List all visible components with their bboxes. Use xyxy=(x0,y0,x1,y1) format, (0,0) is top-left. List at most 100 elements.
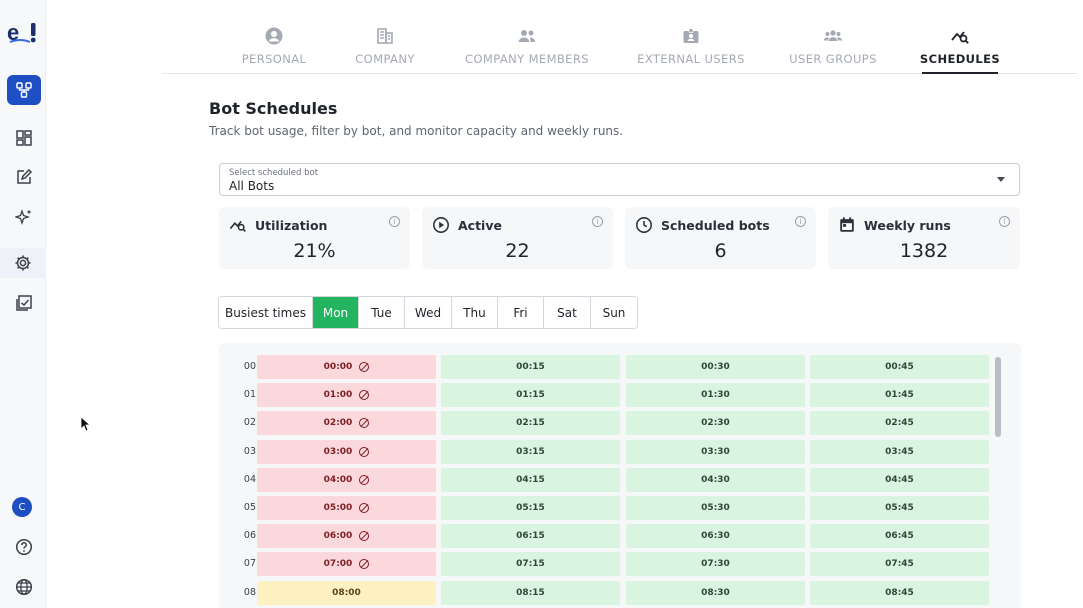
tab-external-users[interactable]: EXTERNAL USERS xyxy=(636,26,746,74)
time-slot[interactable]: 06:00 xyxy=(257,524,436,549)
stat-label: Scheduled bots xyxy=(661,218,770,233)
flow-icon xyxy=(16,82,32,98)
time-slot[interactable]: 07:45 xyxy=(810,552,989,577)
day-button-busiest[interactable]: Busiest times xyxy=(219,297,313,328)
report-icon xyxy=(16,295,32,311)
time-slot[interactable]: 05:15 xyxy=(441,496,620,520)
stat-card-weekly-runs: Weekly runs i 1382 xyxy=(828,207,1020,269)
time-slot[interactable]: 04:00 xyxy=(257,467,436,492)
time-slot-label: 06:15 xyxy=(516,531,545,542)
calendar-icon xyxy=(840,217,854,232)
schedule-grid: 00 00:00 00:15 00:30 00:45 01 01:00 01:15 01:30 0… xyxy=(219,343,1021,608)
info-icon[interactable]: i xyxy=(389,216,400,227)
play-circle-icon xyxy=(433,217,449,233)
time-slot[interactable]: 01:15 xyxy=(441,383,620,408)
time-slot[interactable]: 08:45 xyxy=(810,580,989,605)
time-slot[interactable]: 01:45 xyxy=(810,383,989,408)
tab-company[interactable]: COMPANY xyxy=(354,26,416,74)
tab-company-members[interactable]: COMPANY MEMBERS xyxy=(462,26,592,74)
help-button[interactable] xyxy=(7,532,41,562)
info-icon[interactable]: i xyxy=(999,216,1010,227)
time-slot[interactable]: 01:30 xyxy=(626,383,805,408)
grid-scrollbar[interactable] xyxy=(995,355,1001,608)
chart-search-icon xyxy=(229,220,246,233)
time-slot-label: 06:30 xyxy=(701,531,730,542)
stat-value: 21% xyxy=(293,240,336,262)
blocked-icon xyxy=(359,446,370,457)
day-filter: Busiest times Mon Tue Wed Thu Fri Sat Su… xyxy=(218,296,638,329)
time-slot[interactable]: 00:45 xyxy=(810,355,989,379)
time-slot[interactable]: 06:45 xyxy=(810,524,989,549)
time-slot[interactable]: 03:15 xyxy=(441,439,620,464)
time-slot[interactable]: 03:30 xyxy=(626,439,805,464)
time-slot[interactable]: 00:00 xyxy=(257,355,436,379)
time-slot[interactable]: 07:30 xyxy=(626,552,805,577)
time-slot-label: 03:45 xyxy=(885,446,914,457)
time-slot[interactable]: 02:00 xyxy=(257,411,436,436)
day-button-sun[interactable]: Sun xyxy=(591,297,637,328)
day-button-thu[interactable]: Thu xyxy=(452,297,498,328)
time-slot[interactable]: 05:45 xyxy=(810,496,989,520)
app-logo[interactable]: e xyxy=(6,20,40,46)
time-slot[interactable]: 02:45 xyxy=(810,411,989,436)
tab-personal[interactable]: PERSONAL xyxy=(241,26,307,74)
time-slot[interactable]: 00:30 xyxy=(626,355,805,379)
time-slot[interactable]: 08:15 xyxy=(441,580,620,605)
avatar[interactable]: C xyxy=(12,497,32,517)
blocked-icon xyxy=(359,503,370,513)
day-button-tue[interactable]: Tue xyxy=(359,297,405,328)
day-button-sat[interactable]: Sat xyxy=(544,297,591,328)
time-slot-label: 06:45 xyxy=(885,531,914,542)
time-slot[interactable]: 02:15 xyxy=(441,411,620,436)
time-slot-label: 01:15 xyxy=(516,390,545,401)
day-button-wed[interactable]: Wed xyxy=(405,297,452,328)
time-slot[interactable]: 02:30 xyxy=(626,411,805,436)
time-slot[interactable]: 01:00 xyxy=(257,383,436,408)
schedule-row: 06 06:00 06:15 06:30 06:45 xyxy=(219,524,999,549)
time-slot[interactable]: 07:15 xyxy=(441,552,620,577)
stat-value: 22 xyxy=(505,240,530,262)
time-slot-label: 08:00 xyxy=(332,587,361,598)
globe-icon xyxy=(15,578,33,596)
help-icon xyxy=(15,538,33,556)
sidebar-item-editor[interactable] xyxy=(7,162,41,192)
sidebar-item-dashboard[interactable] xyxy=(7,123,41,153)
day-button-fri[interactable]: Fri xyxy=(498,297,544,328)
stat-card-utilization: Utilization i 21% xyxy=(219,207,410,269)
sidebar-item-ai[interactable] xyxy=(7,202,41,232)
scrollbar-thumb[interactable] xyxy=(995,357,1001,437)
time-slot[interactable]: 07:00 xyxy=(257,552,436,577)
members-icon xyxy=(518,30,536,42)
language-button[interactable] xyxy=(7,572,41,602)
time-slot[interactable]: 03:45 xyxy=(810,439,989,464)
time-slot[interactable]: 06:15 xyxy=(441,524,620,549)
hour-label: 00 xyxy=(243,361,256,372)
time-slot[interactable]: 05:00 xyxy=(257,496,436,520)
time-slot[interactable]: 06:30 xyxy=(626,524,805,549)
day-button-mon[interactable]: Mon xyxy=(313,297,359,328)
tab-schedules[interactable]: SCHEDULES xyxy=(920,26,1000,74)
sidebar-item-reports[interactable] xyxy=(7,288,41,318)
time-slot[interactable]: 08:00 xyxy=(257,580,436,605)
stat-label: Active xyxy=(458,218,502,233)
info-icon[interactable]: i xyxy=(592,216,603,227)
hour-label: 04 xyxy=(243,473,256,485)
sidebar: e xyxy=(0,0,46,608)
time-slot[interactable]: 05:30 xyxy=(626,496,805,520)
info-icon[interactable]: i xyxy=(795,216,806,227)
time-slot[interactable]: 04:15 xyxy=(441,467,620,492)
time-slot[interactable]: 04:45 xyxy=(810,467,989,492)
time-slot-label: 07:30 xyxy=(701,559,730,570)
groups-icon xyxy=(823,30,843,41)
time-slot[interactable]: 00:15 xyxy=(441,355,620,379)
tab-user-groups[interactable]: USER GROUPS xyxy=(788,26,878,74)
bot-select[interactable]: Select scheduled bot All Bots xyxy=(219,163,1020,196)
person-circle-icon xyxy=(265,27,283,45)
time-slot[interactable]: 03:00 xyxy=(257,439,436,464)
time-slot[interactable]: 08:30 xyxy=(626,580,805,605)
time-slot[interactable]: 04:30 xyxy=(626,467,805,492)
sidebar-item-settings[interactable] xyxy=(0,248,46,278)
sidebar-item-flows[interactable] xyxy=(7,75,41,105)
building-icon xyxy=(377,28,393,44)
time-slot-label: 04:30 xyxy=(701,474,730,485)
